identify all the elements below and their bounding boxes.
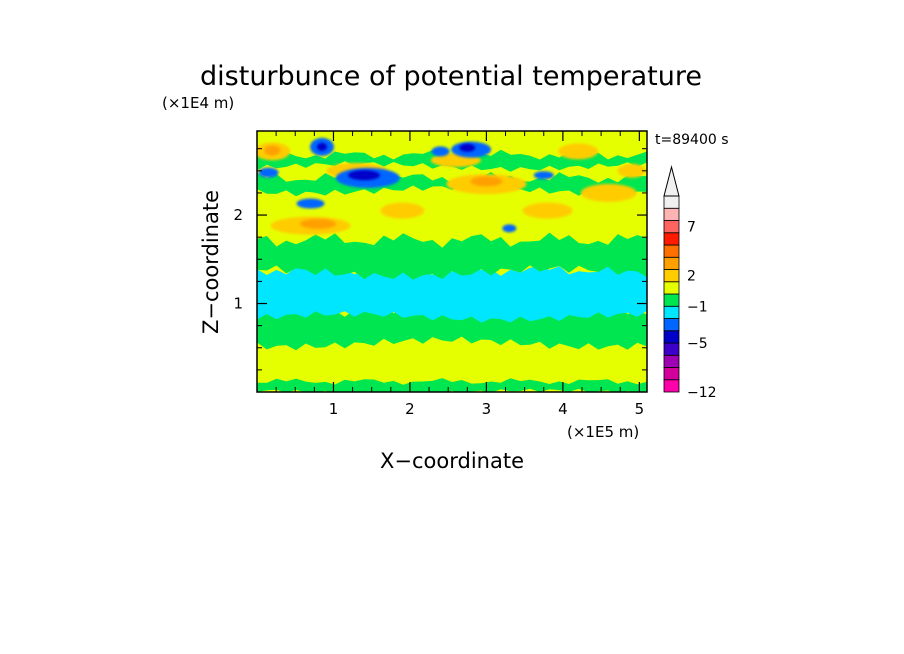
contour-blob bbox=[264, 145, 281, 156]
contour-blob bbox=[558, 143, 599, 160]
colorbar-tick-label: −1 bbox=[687, 299, 708, 315]
colorbar-extend-arrow bbox=[663, 165, 680, 197]
colorbar-swatch bbox=[663, 269, 680, 283]
colorbar-tick-label: −5 bbox=[687, 336, 708, 352]
colorbar-swatch bbox=[663, 256, 680, 270]
contour-blob bbox=[258, 167, 279, 178]
colorbar-swatch bbox=[663, 379, 680, 393]
x-axis-ticks: 1 2 3 4 5 bbox=[275, 131, 645, 418]
colorbar-swatch bbox=[663, 281, 680, 295]
contour-band bbox=[257, 378, 647, 392]
colorbar-swatch bbox=[663, 207, 680, 221]
x-axis-label: X−coordinate bbox=[380, 449, 524, 473]
contour-blob bbox=[317, 142, 327, 151]
contour-blob bbox=[380, 202, 425, 219]
y-unit-label: (×1E4 m) bbox=[162, 94, 234, 112]
colorbar: 7 2 −1 −5 −12 bbox=[663, 165, 717, 401]
chart-title: disturbunce of potential temperature bbox=[200, 61, 702, 92]
colorbar-swatch bbox=[663, 342, 680, 356]
contour-blob bbox=[533, 171, 554, 180]
x-tick-label: 2 bbox=[405, 400, 415, 418]
colorbar-swatch bbox=[663, 195, 680, 209]
x-tick-label: 1 bbox=[329, 400, 339, 418]
colorbar-swatch bbox=[663, 354, 680, 368]
y-axis-label: Z−coordinate bbox=[199, 190, 223, 334]
colorbar-swatch bbox=[663, 293, 680, 307]
y-tick-label: 1 bbox=[233, 295, 243, 313]
contour-band bbox=[257, 232, 647, 280]
x-tick-label: 3 bbox=[482, 400, 492, 418]
colorbar-tick-label: 2 bbox=[687, 269, 696, 285]
contour-blob bbox=[300, 218, 337, 229]
colorbar-swatch bbox=[663, 305, 680, 319]
colorbar-swatch bbox=[663, 220, 680, 234]
contour-field bbox=[257, 131, 647, 392]
colorbar-tick-label: 7 bbox=[687, 220, 696, 236]
colorbar-swatch bbox=[663, 367, 680, 381]
contour-blob bbox=[502, 224, 517, 233]
contour-blob bbox=[296, 198, 325, 209]
colorbar-swatch bbox=[663, 330, 680, 344]
contour-blob bbox=[348, 170, 381, 181]
x-unit-label: (×1E5 m) bbox=[567, 423, 639, 441]
contour-blob bbox=[470, 176, 503, 187]
x-tick-label: 5 bbox=[635, 400, 645, 418]
colorbar-swatch bbox=[663, 232, 680, 246]
colorbar-swatch bbox=[663, 244, 680, 258]
contour-blob bbox=[431, 146, 450, 157]
x-tick-label: 4 bbox=[558, 400, 568, 418]
contour-blob bbox=[617, 163, 646, 178]
contour-blob bbox=[522, 202, 573, 219]
time-label: t=89400 s bbox=[655, 132, 729, 148]
contour-blob bbox=[459, 143, 476, 152]
plot-frame bbox=[256, 130, 648, 393]
y-tick-label: 2 bbox=[233, 206, 243, 224]
contour-blob bbox=[580, 183, 637, 202]
colorbar-tick-label: −12 bbox=[687, 385, 717, 401]
colorbar-swatch bbox=[663, 318, 680, 332]
y-axis-ticks: 12 bbox=[233, 148, 647, 371]
contour-band bbox=[257, 263, 647, 323]
